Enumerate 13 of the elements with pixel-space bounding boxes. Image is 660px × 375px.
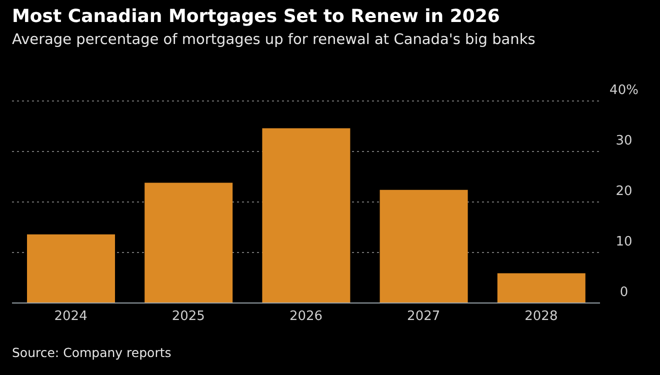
y-tick-label: 10 — [616, 234, 632, 250]
x-tick-label: 2025 — [172, 309, 205, 324]
x-tick-label: 2026 — [289, 309, 323, 324]
source-note: Source: Company reports — [12, 345, 172, 360]
x-tick-label: 2028 — [524, 309, 558, 324]
x-tick-label: 2024 — [54, 309, 88, 324]
y-tick-label: 30 — [616, 134, 632, 148]
y-tick-label: 20 — [616, 184, 632, 199]
x-tick-label: 2027 — [407, 309, 440, 324]
chart-subtitle: Average percentage of mortgages up for renewal at Canada's big banks — [12, 32, 536, 48]
y-tick-label: 0 — [620, 285, 628, 300]
y-tick-label: 40% — [610, 83, 638, 98]
chart-title: Most Canadian Mortgages Set to Renew in 2026 — [12, 6, 500, 27]
